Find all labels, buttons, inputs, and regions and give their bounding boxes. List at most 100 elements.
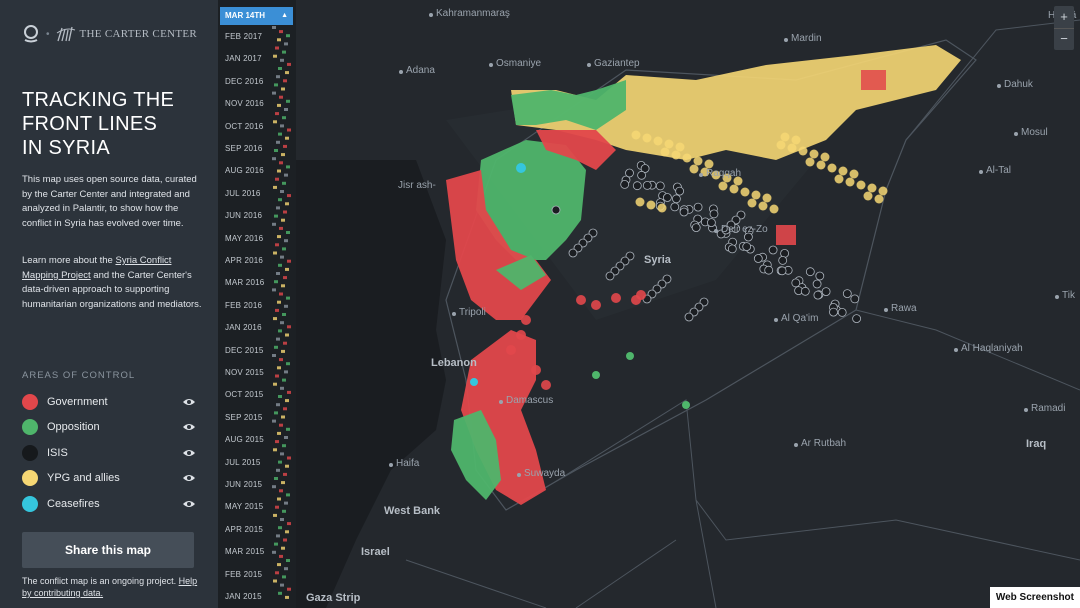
isis-marker [800, 286, 810, 296]
isis-marker [670, 202, 680, 212]
place-marker [774, 318, 778, 322]
current-date-selector[interactable]: MAR 14TH ▲ [220, 7, 293, 25]
legend-item-ypg[interactable]: YPG and allies [22, 466, 196, 492]
ypg-marker [834, 174, 844, 184]
map[interactable]: KahramanmaraşHakkâMardinAdanaOsmaniyeGaz… [296, 0, 1080, 608]
timeline-activity-mark [274, 280, 278, 284]
place-label: Rawa [891, 303, 917, 314]
timeline-activity-mark [287, 259, 291, 263]
timeline-activity-mark [273, 54, 277, 58]
government-marker [506, 345, 516, 355]
timeline-activity-mark [277, 103, 281, 107]
timeline-month-label[interactable]: MAR 2015 [225, 547, 265, 557]
timeline-activity-mark [283, 407, 287, 411]
timeline-month-label[interactable]: OCT 2015 [225, 390, 264, 400]
eye-icon[interactable] [182, 499, 196, 509]
brand-bar: • THE CARTER CENTER [22, 24, 197, 44]
map-canvas[interactable] [296, 0, 1080, 608]
legend-item-opposition[interactable]: Opposition [22, 415, 196, 441]
eye-icon[interactable] [182, 397, 196, 407]
timeline-activity-mark [280, 124, 284, 128]
isis-marker [675, 186, 685, 196]
timeline-month-label[interactable]: JAN 2015 [225, 592, 262, 601]
timeline-month-label[interactable]: JAN 2017 [225, 54, 262, 64]
eye-icon[interactable] [182, 422, 196, 432]
contribute-link[interactable]: Help by contributing data. [22, 576, 198, 598]
ypg-marker [660, 147, 670, 157]
timeline-month-label[interactable]: APR 2016 [225, 256, 264, 265]
iraq-border [855, 19, 1080, 391]
ypg-marker [816, 160, 826, 170]
isis-marker [568, 248, 578, 258]
place-marker [517, 473, 521, 477]
timeline-month-label[interactable]: JUN 2015 [225, 480, 263, 489]
zoom-out-button[interactable]: − [1060, 31, 1068, 46]
timeline-month-label[interactable]: JUN 2016 [225, 211, 263, 221]
syria-conflict-mapping-link[interactable]: Syria Conflict Mapping Project [22, 255, 172, 281]
timeline-activity-mark [282, 313, 286, 316]
timeline-month-label[interactable]: DEC 2016 [225, 76, 264, 86]
ypg-marker [664, 139, 674, 149]
timeline-activity-mark [280, 255, 284, 259]
timeline-month-label[interactable]: JAN 2016 [225, 323, 262, 333]
timeline-month-label[interactable]: FEB 2017 [225, 32, 263, 41]
carter-center-name[interactable]: THE CARTER CENTER [79, 28, 198, 40]
timeline-activity-mark [273, 382, 277, 386]
place-label: Jisr ash- [398, 180, 436, 191]
ypg-marker [751, 190, 761, 200]
government-marker [576, 295, 586, 305]
legend-item-isis[interactable]: ISIS [22, 440, 196, 466]
place-label: Al Haqlaniyah [961, 343, 1023, 354]
ypg-marker [689, 164, 699, 174]
place-label: Suwayda [524, 468, 566, 479]
timeline-month-label[interactable]: APR 2015 [225, 524, 264, 534]
timeline-activity-mark [281, 218, 285, 222]
timeline-month-label[interactable]: NOV 2016 [225, 99, 264, 109]
timeline-activity-strip[interactable] [272, 26, 292, 606]
place-marker [954, 348, 958, 352]
place-marker [587, 63, 591, 67]
timeline-month-label[interactable]: JUL 2015 [225, 457, 261, 467]
timeline-month-label[interactable]: JUL 2016 [225, 188, 261, 198]
place-label: Israel [361, 546, 390, 558]
zoom-in-button[interactable]: + [1054, 6, 1074, 29]
timeline-month-label[interactable]: AUG 2015 [225, 435, 264, 445]
place-marker [699, 173, 703, 177]
timeline-month-label[interactable]: OCT 2016 [225, 121, 264, 131]
legend-label: Government [47, 395, 108, 408]
south-border [405, 499, 717, 608]
isis-marker [777, 266, 787, 276]
ypg-marker [740, 187, 750, 197]
ypg-marker [878, 186, 888, 196]
ypg-marker [711, 170, 721, 180]
timeline-activity-mark [280, 386, 284, 390]
opposition-marker [626, 352, 634, 360]
timeline-activity-mark [285, 333, 289, 337]
ypg-dot-layer [631, 130, 888, 214]
timeline-month-label[interactable]: SEP 2015 [225, 412, 263, 422]
timeline[interactable]: MAR 14TH ▲ FEB 2017 JAN 2017 DEC 2016 NOV 2… [218, 0, 296, 608]
isis-marker [850, 294, 860, 304]
timeline-month-label[interactable]: DEC 2015 [225, 345, 264, 355]
timeline-activity-mark [280, 190, 284, 193]
isis-marker [662, 193, 672, 202]
timeline-month-label[interactable]: NOV 2015 [225, 368, 264, 377]
place-label: Deir ez-Zo [721, 224, 768, 235]
timeline-month-label[interactable]: MAY 2015 [225, 502, 264, 512]
timeline-month-label[interactable]: MAY 2016 [225, 233, 264, 243]
place-label: Adana [406, 65, 435, 76]
timeline-month-label[interactable]: FEB 2015 [225, 569, 263, 579]
legend-item-ceasefires[interactable]: Ceasefires [22, 491, 196, 517]
share-map-button[interactable]: Share this map [22, 532, 194, 568]
legend-item-government[interactable]: Government [22, 389, 196, 415]
globe-marker-icon[interactable] [22, 24, 40, 44]
eye-icon[interactable] [182, 473, 196, 483]
timeline-activity-mark [277, 38, 281, 42]
timeline-activity-mark [281, 415, 285, 419]
timeline-month-label[interactable]: SEP 2016 [225, 144, 263, 153]
eye-icon[interactable] [182, 448, 196, 458]
timeline-month-label[interactable]: MAR 2016 [225, 278, 265, 288]
timeline-month-label[interactable]: AUG 2016 [225, 166, 264, 176]
ypg-marker [791, 135, 801, 145]
timeline-month-label[interactable]: FEB 2016 [225, 300, 263, 310]
